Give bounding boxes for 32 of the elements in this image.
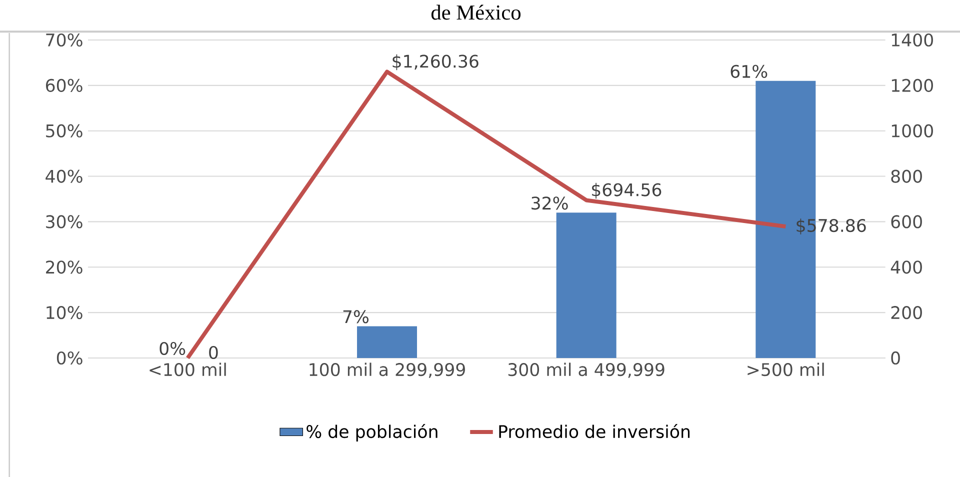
chart-title: de México — [431, 4, 521, 20]
data-label: $694.56 — [592, 182, 662, 199]
y2-tick-label: 1200 — [892, 78, 933, 92]
x-tick-label: 300 mil a 499,999 — [508, 362, 664, 378]
data-label: 0% — [160, 342, 186, 356]
legend-label: % de población — [306, 424, 438, 442]
data-label: 7% — [343, 310, 368, 324]
y2-tick-label: 1400 — [892, 33, 933, 47]
x-tick-label: >500 mil — [748, 362, 824, 376]
legend-label: Promedio de inversión — [499, 424, 690, 438]
x-tick-label: <100 mil — [150, 362, 226, 376]
y2-tick-label: 1000 — [892, 124, 933, 138]
y-tick-label: 10% — [46, 306, 82, 320]
y2-tick-label: 600 — [891, 215, 922, 228]
data-label: $1,260.36 — [392, 54, 478, 70]
y-tick-label: 30% — [46, 215, 82, 228]
x-tick-label: 100 mil a 299,999 — [310, 362, 465, 378]
y-tick-label: 20% — [46, 260, 82, 274]
y-tick-label: 0% — [56, 351, 82, 365]
y2-tick-label: 200 — [891, 306, 922, 320]
y-tick-label: 40% — [46, 170, 82, 183]
y-tick-label: 50% — [46, 124, 82, 138]
y2-tick-label: 0 — [891, 351, 900, 365]
y-tick-label: 70% — [46, 33, 82, 47]
data-label: 32% — [532, 196, 568, 210]
bar — [556, 212, 616, 358]
y2-tick-label: 800 — [891, 170, 922, 183]
data-label: 61% — [730, 64, 768, 78]
y-tick-label: 60% — [46, 78, 82, 92]
data-label: 0 — [209, 346, 218, 360]
bar — [357, 326, 418, 358]
y2-tick-label: 400 — [890, 260, 922, 274]
